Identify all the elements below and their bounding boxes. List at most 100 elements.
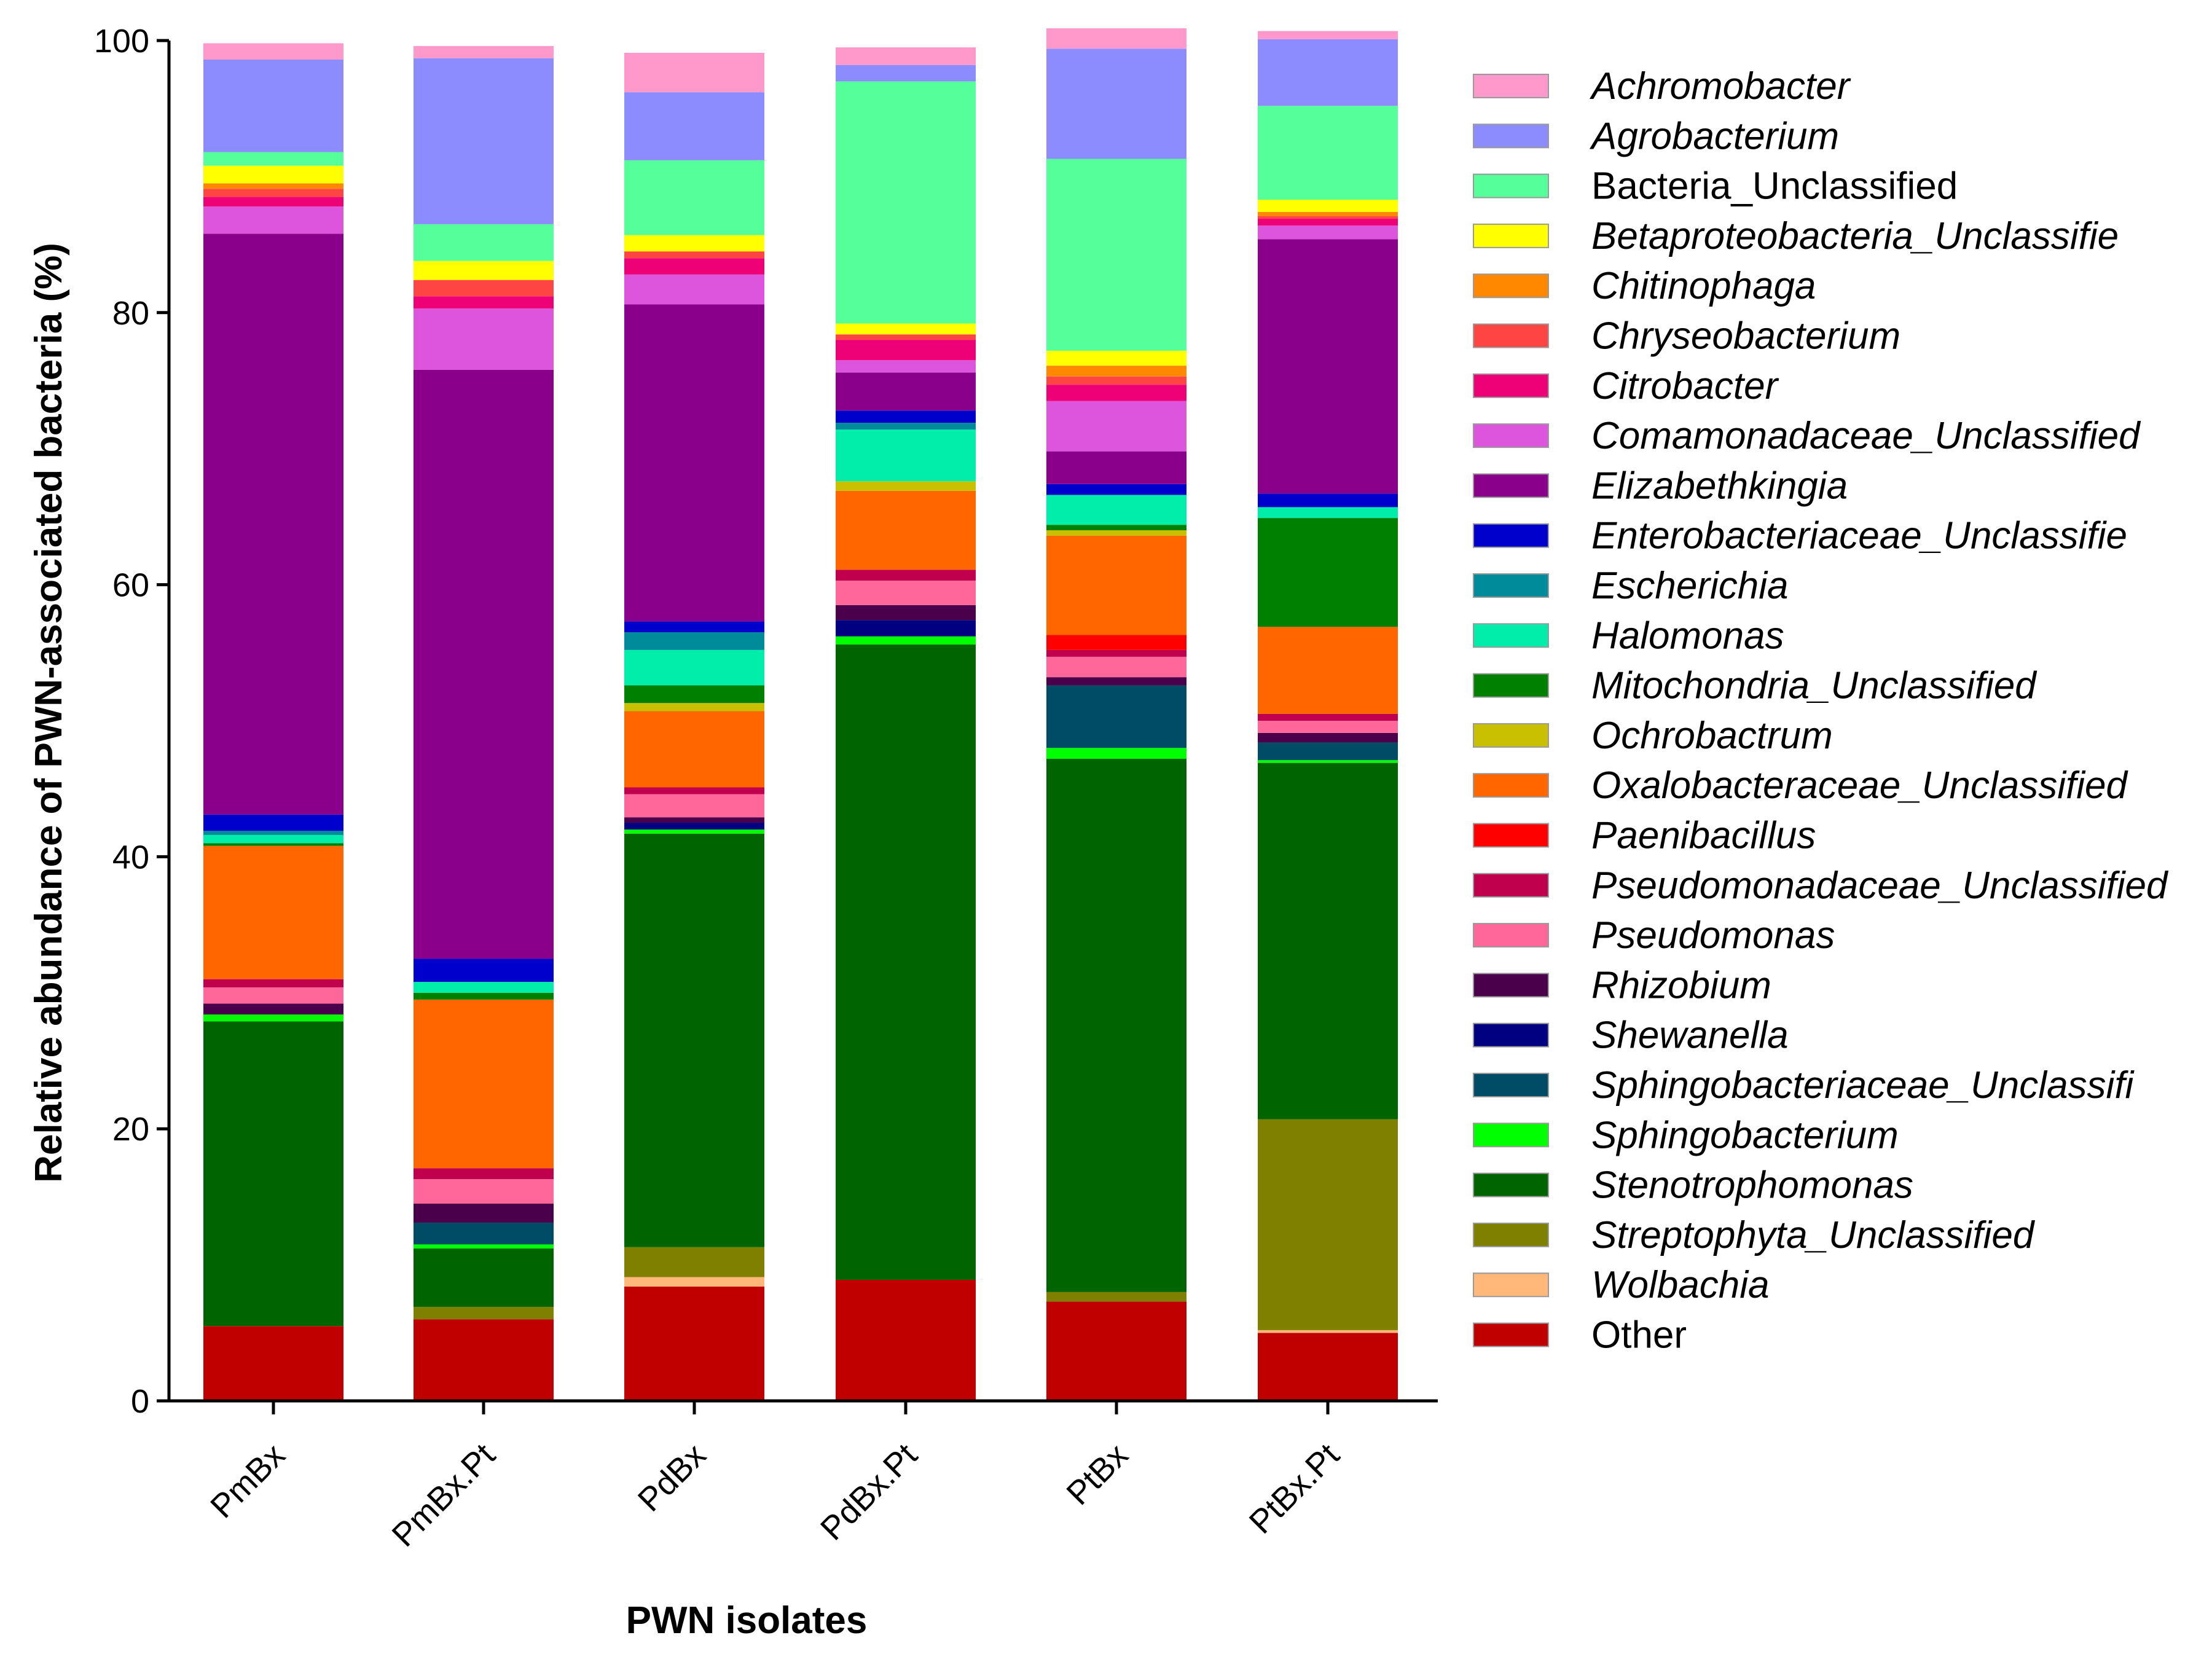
bar-segment-pmbx-pt-chryseobacterium bbox=[414, 280, 554, 297]
bar-segment-pmbx-pt-achromobacter bbox=[414, 45, 554, 58]
bar-segment-pmbx-chitinophaga bbox=[203, 183, 343, 189]
bar-segment-pmbx-pt-agrobacterium bbox=[414, 58, 554, 224]
bar-segment-pdbx-escherichia bbox=[624, 632, 764, 650]
bar-segment-pdbx-elizabethkingia bbox=[624, 304, 764, 622]
bar-segment-ptbx-sphingobacterium bbox=[1046, 748, 1186, 759]
x-tick-label: PmBx.Pt bbox=[385, 1437, 503, 1554]
bar-segment-pdbx-chryseobacterium bbox=[624, 251, 764, 259]
bar-segment-pmbx-pt-sphingobacteriaceae-unclassifi bbox=[414, 1222, 554, 1245]
legend-swatch-halomonas bbox=[1473, 623, 1549, 648]
bar-segment-pdbx-pt-escherichia bbox=[836, 423, 976, 430]
legend-label-elizabethkingia: Elizabethkingia bbox=[1591, 464, 1848, 507]
legend-swatch-stenotrophomonas bbox=[1473, 1172, 1549, 1198]
bar-segment-ptbx-other bbox=[1046, 1301, 1186, 1401]
bar-segment-pdbx-pt-ochrobactrum bbox=[836, 481, 976, 491]
x-tick-label: PmBx bbox=[203, 1437, 292, 1525]
bar-segment-pdbx-pt-pseudomonas bbox=[836, 580, 976, 605]
bar-segment-pmbx-pt-other bbox=[414, 1319, 554, 1401]
bar-segment-pmbx-pt-bacteria-unclassified bbox=[414, 224, 554, 261]
bar-segment-ptbx-pt-halomonas bbox=[1258, 507, 1398, 519]
legend-label-enterobacteriaceae-unclassifie: Enterobacteriaceae_Unclassifie bbox=[1591, 515, 2127, 557]
bar-segment-pdbx-pt-betaproteobacteria-unclassifie bbox=[836, 323, 976, 335]
x-tick-label: PtBx.Pt bbox=[1242, 1437, 1347, 1541]
bar-segment-pmbx-pt-stenotrophomonas bbox=[414, 1248, 554, 1307]
bar-segment-pdbx-pt-halomonas bbox=[836, 429, 976, 482]
bar-segment-pdbx-pseudomonadaceae-unclassified bbox=[624, 787, 764, 794]
bar-segment-ptbx-pt-enterobacteriaceae-unclassifie bbox=[1258, 493, 1398, 508]
bar-segment-pdbx-stenotrophomonas bbox=[624, 833, 764, 1247]
bar-segment-ptbx-halomonas bbox=[1046, 495, 1186, 525]
legend-label-pseudomonas: Pseudomonas bbox=[1591, 914, 1835, 957]
bar-segment-ptbx-rhizobium bbox=[1046, 677, 1186, 686]
bar-segment-pdbx-pt-pseudomonadaceae-unclassified bbox=[836, 570, 976, 581]
bar-segment-ptbx-enterobacteriaceae-unclassifie bbox=[1046, 484, 1186, 495]
bar-segment-pdbx-wolbachia bbox=[624, 1277, 764, 1287]
y-tick-label: 80 bbox=[112, 295, 149, 332]
bar-segment-pdbx-achromobacter bbox=[624, 52, 764, 93]
bar-segment-ptbx-pseudomonas bbox=[1046, 656, 1186, 678]
bar-segment-ptbx-comamonadaceae-unclassified bbox=[1046, 401, 1186, 452]
bar-segment-pdbx-agrobacterium bbox=[624, 92, 764, 160]
y-tick-label: 0 bbox=[131, 1383, 149, 1420]
legend-swatch-escherichia bbox=[1473, 573, 1549, 598]
bar-segment-ptbx-achromobacter bbox=[1046, 28, 1186, 49]
bar-segment-ptbx-betaproteobacteria-unclassifie bbox=[1046, 350, 1186, 366]
legend-swatch-chitinophaga bbox=[1473, 273, 1549, 299]
bar-segment-ptbx-pt-mitochondria-unclassified bbox=[1258, 518, 1398, 627]
bar-segment-pmbx-citrobacter bbox=[203, 197, 343, 207]
legend-label-ochrobactrum: Ochrobactrum bbox=[1591, 715, 1833, 757]
bar-segment-ptbx-agrobacterium bbox=[1046, 49, 1186, 159]
bar-segment-pmbx-pt-mitochondria-unclassified bbox=[414, 992, 554, 1000]
bar-segment-pmbx-stenotrophomonas bbox=[203, 1021, 343, 1327]
legend-label-sphingobacterium: Sphingobacterium bbox=[1591, 1114, 1899, 1156]
bar-segment-pdbx-pt-bacteria-unclassified bbox=[836, 81, 976, 324]
bar-segment-pdbx-citrobacter bbox=[624, 258, 764, 275]
y-tick-label: 20 bbox=[112, 1111, 149, 1148]
legend-label-mitochondria-unclassified: Mitochondria_Unclassified bbox=[1591, 665, 2037, 707]
bar-segment-pmbx-other bbox=[203, 1326, 343, 1401]
legend-label-chryseobacterium: Chryseobacterium bbox=[1591, 315, 1900, 358]
bar-segment-pmbx-betaproteobacteria-unclassifie bbox=[203, 165, 343, 184]
legend-label-comamonadaceae-unclassified: Comamonadaceae_Unclassified bbox=[1591, 415, 2141, 457]
legend-label-pseudomonadaceae-unclassified: Pseudomonadaceae_Unclassified bbox=[1591, 864, 2169, 907]
legend-swatch-pseudomonadaceae-unclassified bbox=[1473, 872, 1549, 898]
bar-segment-pdbx-halomonas bbox=[624, 649, 764, 686]
bar-segment-pdbx-sphingobacterium bbox=[624, 829, 764, 834]
bar-segment-ptbx-pt-streptophyta-unclassified bbox=[1258, 1119, 1398, 1330]
bar-segment-pmbx-pt-streptophyta-unclassified bbox=[414, 1307, 554, 1320]
bar-segment-pmbx-pt-citrobacter bbox=[414, 296, 554, 309]
legend-label-agrobacterium: Agrobacterium bbox=[1589, 115, 1839, 157]
bar-segment-pmbx-elizabethkingia bbox=[203, 233, 343, 815]
bar-segment-ptbx-ochrobactrum bbox=[1046, 530, 1186, 536]
legend-swatch-elizabethkingia bbox=[1473, 473, 1549, 498]
y-tick-label: 60 bbox=[112, 567, 149, 604]
legend-label-bacteria-unclassified: Bacteria_Unclassified bbox=[1591, 165, 1958, 208]
bar-segment-pmbx-achromobacter bbox=[203, 43, 343, 60]
bar-segment-pdbx-pseudomonas bbox=[624, 794, 764, 818]
bar-segment-pmbx-comamonadaceae-unclassified bbox=[203, 206, 343, 234]
legend-swatch-chryseobacterium bbox=[1473, 323, 1549, 348]
bar-segment-pdbx-pt-shewanella bbox=[836, 620, 976, 637]
legend-label-chitinophaga: Chitinophaga bbox=[1591, 265, 1816, 307]
bar-segment-ptbx-pt-bacteria-unclassified bbox=[1258, 106, 1398, 200]
legend-label-betaproteobacteria-unclassifie: Betaproteobacteria_Unclassifie bbox=[1591, 215, 2119, 257]
bar-segment-pmbx-pt-pseudomonadaceae-unclassified bbox=[414, 1168, 554, 1180]
bar-segment-ptbx-pt-chryseobacterium bbox=[1258, 216, 1398, 219]
bar-segment-pmbx-pseudomonadaceae-unclassified bbox=[203, 979, 343, 987]
bar-segment-ptbx-pt-elizabethkingia bbox=[1258, 239, 1398, 494]
bar-segment-ptbx-pt-agrobacterium bbox=[1258, 39, 1398, 106]
x-axis-title: PWN isolates bbox=[626, 1599, 868, 1642]
bar-segment-pmbx-pt-pseudomonas bbox=[414, 1179, 554, 1204]
legend-swatch-rhizobium bbox=[1473, 973, 1549, 998]
bar-segment-ptbx-pseudomonadaceae-unclassified bbox=[1046, 649, 1186, 657]
legend-label-wolbachia: Wolbachia bbox=[1591, 1264, 1769, 1306]
legend-swatch-paenibacillus bbox=[1473, 823, 1549, 848]
legend-swatch-achromobacter bbox=[1473, 74, 1549, 98]
bar-segment-pmbx-pt-oxalobacteraceae-unclassified bbox=[414, 999, 554, 1169]
bar-segment-pdbx-rhizobium bbox=[624, 817, 764, 823]
bar-segment-ptbx-pt-wolbachia bbox=[1258, 1330, 1398, 1333]
legend-swatch-betaproteobacteria-unclassifie bbox=[1473, 223, 1549, 248]
x-tick-label: PtBx bbox=[1059, 1437, 1135, 1512]
bar-segment-pdbx-pt-chryseobacterium bbox=[836, 334, 976, 340]
legend-swatch-oxalobacteraceae-unclassified bbox=[1473, 773, 1549, 798]
